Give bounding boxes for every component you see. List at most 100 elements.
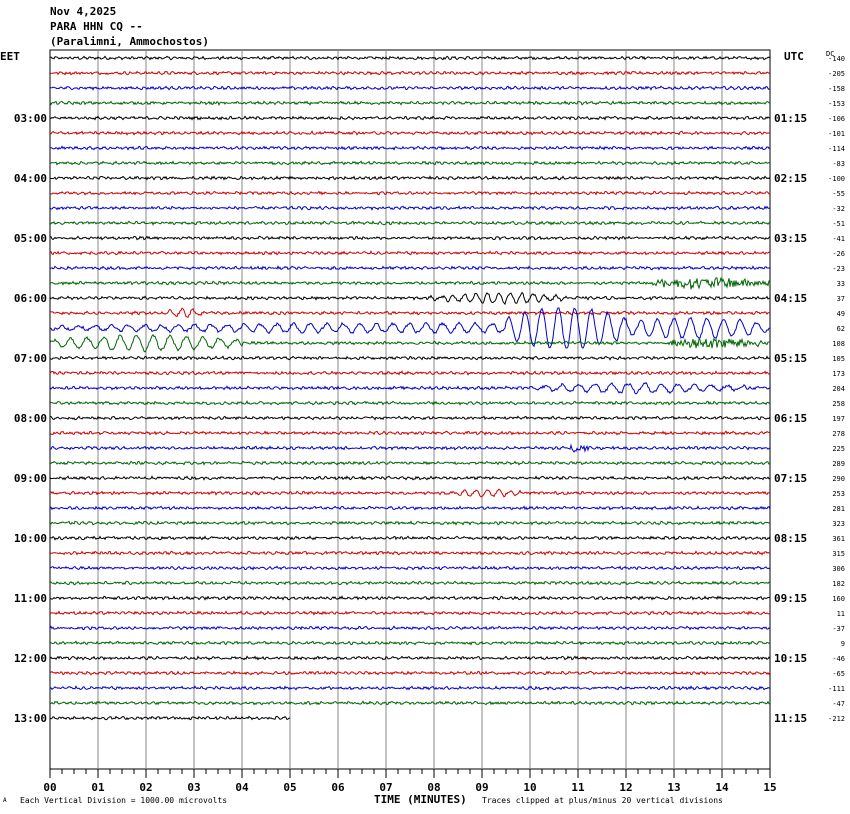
trace-line	[49, 160, 771, 166]
trace-line	[49, 381, 771, 395]
dc-offset-label: 197	[832, 415, 845, 423]
dc-offset-label: 62	[837, 325, 845, 333]
trace-line	[49, 55, 771, 61]
dc-offset-label: 225	[832, 445, 845, 453]
dc-offset-label: 108	[832, 340, 845, 348]
x-tick-label: 14	[715, 781, 729, 794]
dc-offset-label: 290	[832, 475, 845, 483]
dc-offset-label: -106	[828, 115, 845, 123]
trace-line	[49, 415, 771, 421]
dc-offset-label: 253	[832, 490, 845, 498]
dc-offset-label: 160	[832, 595, 845, 603]
dc-offset-label: -32	[832, 205, 845, 213]
trace-line	[49, 488, 771, 498]
x-tick-label: 10	[523, 781, 536, 794]
trace-line	[49, 370, 771, 376]
left-timezone-label: EET	[0, 50, 20, 63]
dc-offset-label: -83	[832, 160, 845, 168]
x-axis-title: TIME (MINUTES)	[374, 793, 467, 806]
trace-line	[49, 655, 771, 661]
dc-offset-label: -140	[828, 55, 845, 63]
right-hour-label: 01:15	[774, 112, 807, 125]
dc-offset-label: 9	[841, 640, 845, 648]
trace-line	[49, 333, 771, 353]
left-hour-label: 12:00	[14, 652, 47, 665]
left-hour-label: 03:00	[14, 112, 47, 125]
dc-offset-label: -51	[832, 220, 845, 228]
dc-offset-label: 258	[832, 400, 845, 408]
trace-line	[49, 205, 771, 211]
trace-line	[50, 190, 771, 196]
trace-line	[49, 565, 771, 571]
trace-line	[49, 291, 771, 306]
trace-line	[49, 307, 771, 349]
trace-line	[49, 145, 771, 151]
dc-offset-label: -101	[828, 130, 845, 138]
dc-offset-label: 49	[837, 310, 845, 318]
right-hour-label: 07:15	[774, 472, 807, 485]
dc-offset-label: -37	[832, 625, 845, 633]
trace-line	[49, 505, 771, 511]
dc-offset-label: -47	[832, 700, 845, 708]
left-hour-label: 10:00	[14, 532, 47, 545]
x-tick-label: 02	[139, 781, 152, 794]
trace-line	[49, 250, 771, 256]
trace-line	[49, 640, 771, 646]
dc-offset-label: 361	[832, 535, 845, 543]
dc-offset-label: 11	[837, 610, 845, 618]
trace-line	[49, 685, 771, 691]
dc-offset-label: 289	[832, 460, 845, 468]
left-hour-label: 08:00	[14, 412, 47, 425]
right-hour-label: 06:15	[774, 412, 807, 425]
header-date: Nov 4,2025	[50, 5, 117, 18]
trace-line	[49, 595, 771, 601]
trace-line	[49, 520, 771, 526]
right-hour-label: 02:15	[774, 172, 807, 185]
dc-offset-label: -65	[832, 670, 845, 678]
trace-line	[49, 715, 291, 721]
left-hour-label: 09:00	[14, 472, 47, 485]
x-tick-label: 07	[379, 781, 392, 794]
dc-offset-label: -55	[832, 190, 845, 198]
right-hour-label: 11:15	[774, 712, 807, 725]
dc-offset-label: 281	[832, 505, 845, 513]
trace-line	[49, 460, 771, 466]
dc-offset-label: 105	[832, 355, 845, 363]
trace-line	[49, 130, 771, 136]
trace-line	[49, 400, 771, 406]
trace-line	[49, 277, 771, 290]
dc-offset-label: 37	[837, 295, 845, 303]
x-tick-label: 04	[235, 781, 249, 794]
dc-offset-label: 33	[837, 280, 845, 288]
trace-line	[49, 355, 771, 361]
dc-offset-label: -26	[832, 250, 845, 258]
trace-line	[49, 625, 771, 631]
scale-note: Each Vertical Division = 1000.00 microvo…	[20, 796, 228, 805]
trace-line	[49, 100, 771, 106]
clip-note: Traces clipped at plus/minus 20 vertical…	[482, 796, 723, 805]
x-tick-label: 08	[427, 781, 440, 794]
dc-offset-label: 182	[832, 580, 845, 588]
right-timezone-label: UTC	[784, 50, 804, 63]
trace-line	[49, 235, 771, 241]
dc-offset-label: -212	[828, 715, 845, 723]
dc-offset-label: 306	[832, 565, 845, 573]
dc-offset-label: -114	[828, 145, 845, 153]
x-tick-label: 00	[43, 781, 56, 794]
dc-offset-label: 278	[832, 430, 845, 438]
dc-offset-label: 204	[832, 385, 845, 393]
left-hour-label: 04:00	[14, 172, 47, 185]
trace-line	[49, 550, 771, 556]
trace-line	[49, 307, 771, 319]
left-hour-label: 11:00	[14, 592, 47, 605]
dc-offset-label: 315	[832, 550, 845, 558]
dc-offset-label: -205	[828, 70, 845, 78]
dc-offset-label: -100	[828, 175, 845, 183]
x-tick-label: 13	[667, 781, 680, 794]
trace-line	[49, 670, 771, 676]
trace-line	[49, 115, 770, 121]
dc-offset-label: 173	[832, 370, 845, 378]
dc-offset-label: -158	[828, 85, 845, 93]
trace-line	[49, 443, 771, 454]
